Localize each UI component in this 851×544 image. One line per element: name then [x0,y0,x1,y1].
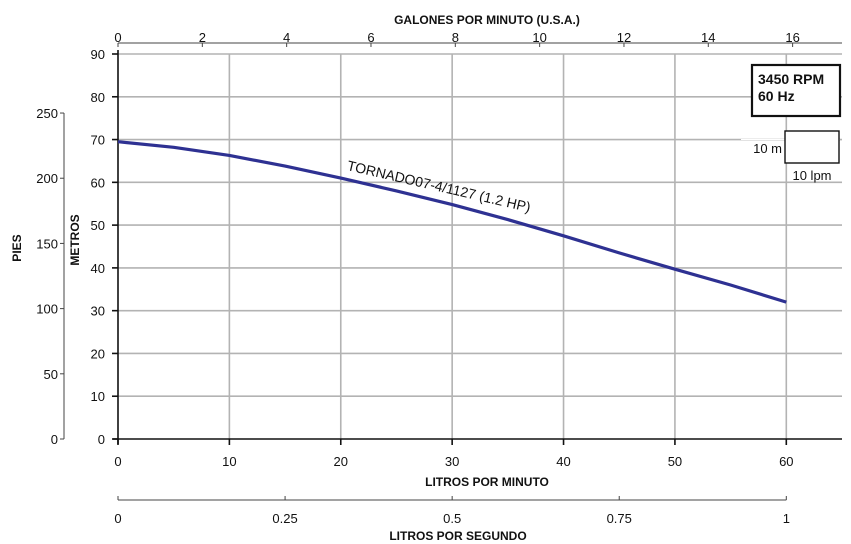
x-primary-axis-label: LITROS POR MINUTO [425,475,549,489]
y-primary-tick-label-20: 20 [91,346,105,361]
x-bottom-tick-label-1: 0.25 [272,511,297,526]
hz-label: 60 Hz [758,88,795,104]
y-primary-tick-label-40: 40 [91,261,105,276]
scale-legend: 10 m 10 lpm [741,130,840,183]
y-primary-tick-label-80: 80 [91,90,105,105]
x-top-tick-label-0: 0 [114,30,121,45]
x-top-tick-label-6: 6 [367,30,374,45]
y-primary-tick-label-30: 30 [91,304,105,319]
y-secondary-tick-label-100: 100 [36,302,58,317]
y-secondary-axis-label: PIES [10,234,24,261]
x-top-tick-label-10: 10 [532,30,546,45]
grid-lines [118,53,842,439]
y-secondary-tick-label-0: 0 [51,432,58,447]
x-top-tick-label-2: 2 [199,30,206,45]
rpm-box: 3450 RPM 60 Hz [750,63,842,118]
y-primary-tick-label-0: 0 [98,432,105,447]
x-top-axis-label: GALONES POR MINUTO (U.S.A.) [394,13,580,27]
x-primary-tick-label-50: 50 [668,454,682,469]
x-top-tick-label-16: 16 [785,30,799,45]
axes [60,42,842,501]
y-primary-tick-label-90: 90 [91,47,105,62]
scale-box [784,130,840,164]
x-primary-tick-label-0: 0 [114,454,121,469]
x-bottom-axis-label: LITROS POR SEGUNDO [389,529,526,543]
y-primary-tick-label-50: 50 [91,218,105,233]
y-primary-tick-label-70: 70 [91,133,105,148]
series-line-0 [117,140,787,304]
y-secondary-tick-label-150: 150 [36,236,58,251]
rpm-box-border [750,63,842,118]
scale-m-label: 10 m [753,141,782,156]
x-top-tick-label-12: 12 [617,30,631,45]
y-primary-axis-label: METROS [68,214,82,265]
scale-lpm-label: 10 lpm [792,168,831,183]
x-primary-tick-label-30: 30 [445,454,459,469]
x-top-tick-label-8: 8 [452,30,459,45]
x-primary-tick-label-20: 20 [334,454,348,469]
y-secondary-tick-label-250: 250 [36,106,58,121]
x-primary-tick-label-60: 60 [779,454,793,469]
y-primary-tick-label-60: 60 [91,175,105,190]
x-bottom-tick-label-0: 0 [114,511,121,526]
x-primary-tick-label-10: 10 [222,454,236,469]
x-bottom-tick-label-3: 0.75 [607,511,632,526]
y-secondary-tick-label-50: 50 [44,367,58,382]
x-bottom-tick-label-2: 0.5 [443,511,461,526]
x-top-tick-label-4: 4 [283,30,290,45]
x-bottom-tick-label-4: 1 [783,511,790,526]
y-primary-tick-label-10: 10 [91,389,105,404]
x-top-tick-label-14: 14 [701,30,715,45]
y-secondary-tick-label-200: 200 [36,171,58,186]
x-primary-tick-label-40: 40 [556,454,570,469]
rpm-label: 3450 RPM [758,71,824,87]
